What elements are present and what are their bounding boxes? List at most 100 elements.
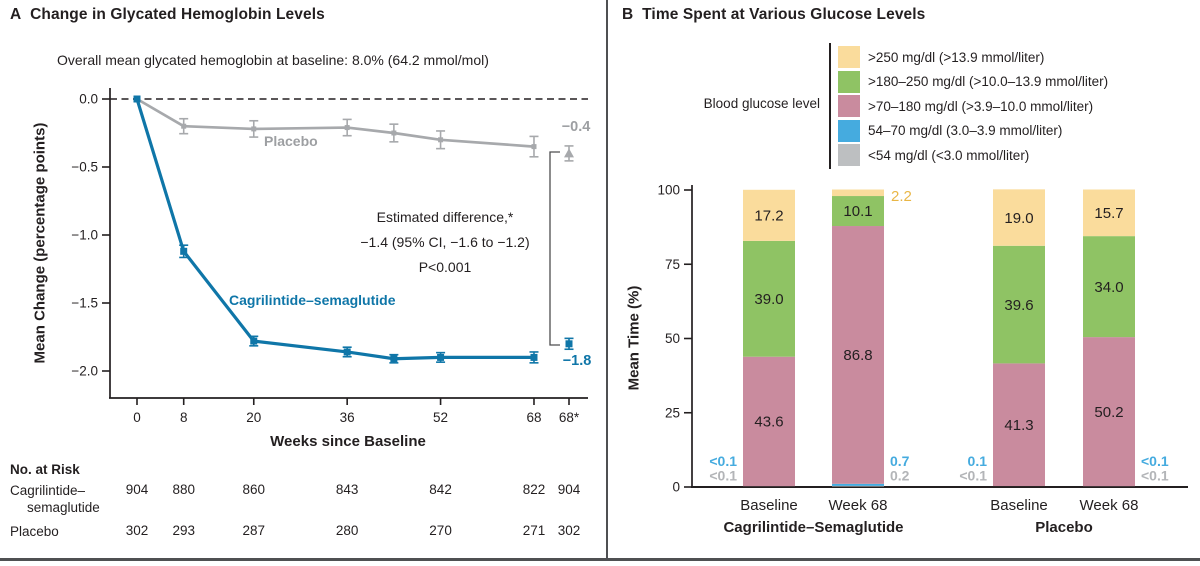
legend-title: Blood glucose level <box>703 96 820 111</box>
legend-item: 54–70 mg/dl (3.0–3.9 mmol/liter) <box>838 119 1063 142</box>
x-tick-label: 20 <box>246 410 261 425</box>
legend-item-label: >70–180 mg/dl (>3.9–10.0 mmol/liter) <box>868 98 1094 114</box>
bar-segment-label: 43.6 <box>754 414 783 431</box>
legend-rule <box>829 43 831 169</box>
bar-segment-s180_250 <box>1083 236 1135 338</box>
panel-divider-line <box>606 0 608 560</box>
bar-segment-label: 34.0 <box>1094 279 1123 296</box>
data-point-marker <box>391 130 397 136</box>
bar-segment-label: 50.2 <box>1094 404 1123 421</box>
data-point-marker <box>344 125 350 131</box>
bar-top-value-label: 2.2 <box>891 188 912 205</box>
legend-swatch-icon <box>838 144 860 167</box>
risk-count: 302 <box>557 523 581 538</box>
legend-item: <54 mg/dl (<3.0 mmol/liter) <box>838 144 1030 167</box>
risk-row-treatment-name-2: semaglutide <box>27 500 100 515</box>
bar-segment-s70_180 <box>743 356 795 487</box>
bar-segment-s180_250 <box>832 196 884 227</box>
y-tick-label: −2.0 <box>71 364 98 379</box>
bar-segment-s70_180 <box>1083 337 1135 487</box>
bar-category-label: Week 68 <box>828 497 888 514</box>
x-tick-label: 8 <box>180 410 188 425</box>
bar-segment-s180_250 <box>743 240 795 357</box>
bar-segment-gt250 <box>743 189 795 241</box>
y-tick-label: 100 <box>657 183 680 198</box>
bar-segment-gt250 <box>993 189 1045 246</box>
risk-row-placebo-name: Placebo <box>10 524 59 539</box>
risk-count: 843 <box>335 482 359 497</box>
bar-segment-label: 39.0 <box>754 291 783 308</box>
bar-group-label: Placebo <box>1035 519 1093 536</box>
panel-b-header: B Time Spent at Various Glucose Levels <box>622 6 925 24</box>
risk-count: 904 <box>125 482 149 497</box>
bar-small-value-label: 0.1 <box>968 453 988 469</box>
x-tick-label: 68* <box>559 410 580 425</box>
y-tick-label: 50 <box>665 331 680 346</box>
bar-segment-label: 86.8 <box>843 347 872 364</box>
risk-row-treatment-name-1: Cagrilintide– <box>10 483 86 498</box>
y-tick-label: 75 <box>665 257 680 272</box>
legend-item: >250 mg/dl (>13.9 mmol/liter) <box>838 46 1044 68</box>
legend-item-label: >250 mg/dl (>13.9 mmol/liter) <box>868 49 1045 65</box>
annotation-line-1: Estimated difference,* <box>376 209 514 225</box>
data-point-marker <box>251 126 257 132</box>
y-tick-label: −1.0 <box>71 228 98 243</box>
risk-count: 287 <box>242 523 266 538</box>
legend-swatch-icon <box>838 95 860 118</box>
legend-swatch-icon <box>838 46 860 68</box>
risk-count: 270 <box>429 523 452 538</box>
endpoint-68star-marker <box>565 340 573 348</box>
panel-a-title: Change in Glycated Hemoglobin Levels <box>30 6 325 23</box>
legend-item: >70–180 mg/dl (>3.9–10.0 mmol/liter) <box>838 95 1094 118</box>
bar-segment-label: 39.6 <box>1004 297 1033 314</box>
legend-swatch-icon <box>838 70 860 93</box>
y-tick-label: −0.5 <box>71 160 98 175</box>
bar-segment-label: 41.3 <box>1004 417 1033 434</box>
bar-segment-gt250 <box>1083 189 1135 237</box>
legend-item-label: <54 mg/dl (<3.0 mmol/liter) <box>868 147 1030 163</box>
data-point-marker <box>390 355 398 363</box>
bar-small-value-label: <0.1 <box>1141 453 1169 469</box>
risk-count: 880 <box>172 482 195 497</box>
x-tick-label: 52 <box>433 410 448 425</box>
y-tick-label: 0 <box>672 480 680 495</box>
endpoint-68star-marker <box>564 148 574 158</box>
placebo-series-label: Placebo <box>264 133 318 149</box>
legend-item-label: >180–250 mg/dl (>10.0–13.9 mmol/liter) <box>868 74 1109 90</box>
data-point-marker <box>343 348 351 356</box>
bar-segment-label: 15.7 <box>1094 205 1123 222</box>
treatment-endpoint-value: −1.8 <box>562 353 592 369</box>
bar-segment-label: 10.1 <box>843 203 872 220</box>
data-point-marker <box>181 123 187 129</box>
bar-category-label: Week 68 <box>1079 497 1139 514</box>
risk-count: 271 <box>522 523 546 538</box>
risk-count: 302 <box>125 523 149 538</box>
bar-small-value-label: 0.7 <box>890 453 910 469</box>
risk-count: 280 <box>335 523 359 538</box>
bar-segment-label: 19.0 <box>1004 210 1033 227</box>
risk-count: 842 <box>429 482 452 497</box>
legend-swatch-icon <box>838 119 860 142</box>
panel-b-title: Time Spent at Various Glucose Levels <box>642 6 926 23</box>
legend-item-label: 54–70 mg/dl (3.0–3.9 mmol/liter) <box>868 123 1063 139</box>
bar-segment-s70_180 <box>993 363 1045 487</box>
bar-segment-s70_180 <box>832 226 884 484</box>
data-point-marker <box>133 95 141 103</box>
panel-a-subtitle: Overall mean glycated hemoglobin at base… <box>57 52 489 68</box>
risk-count: 822 <box>522 482 546 497</box>
bar-category-label: Baseline <box>740 497 798 514</box>
data-point-marker <box>531 144 537 150</box>
panel-a-header: A Change in Glycated Hemoglobin Levels <box>10 6 325 24</box>
x-tick-label: 0 <box>133 410 141 425</box>
data-point-marker <box>180 247 188 255</box>
bar-segment-gt250 <box>832 189 884 197</box>
placebo-endpoint-value: −0.4 <box>561 119 591 135</box>
bar-small-value-label: <0.1 <box>959 468 987 484</box>
bar-segment-s180_250 <box>993 245 1045 364</box>
bar-segment-lt54 <box>832 485 884 487</box>
bar-segment-s54_70 <box>832 483 884 486</box>
y-tick-label: 0.0 <box>79 92 98 107</box>
difference-bracket <box>549 151 560 346</box>
